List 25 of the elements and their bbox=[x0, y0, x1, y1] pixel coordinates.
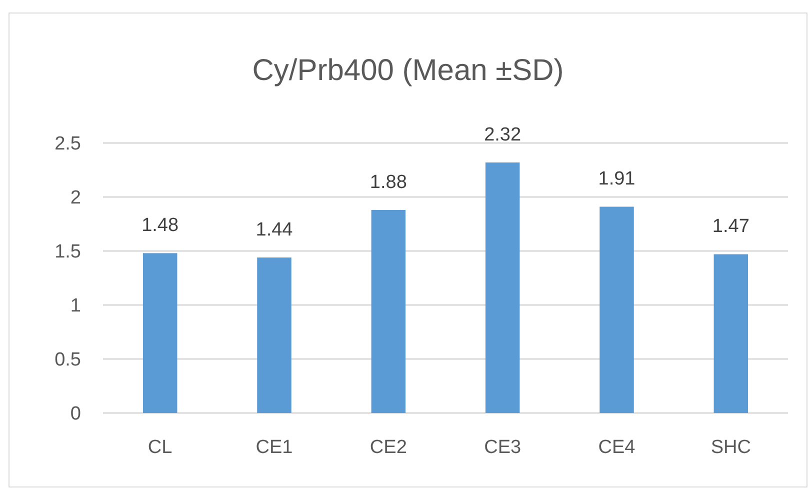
bar bbox=[371, 210, 406, 413]
data-label: 2.32 bbox=[484, 124, 522, 146]
bar bbox=[600, 206, 634, 413]
data-label: 1.48 bbox=[142, 215, 179, 236]
y-tick-label: 0 bbox=[70, 404, 81, 425]
y-tick-label: 1 bbox=[70, 296, 81, 317]
x-tick-label: CL bbox=[148, 437, 172, 458]
x-tick-label: CE3 bbox=[484, 437, 522, 458]
data-label: 1.91 bbox=[598, 168, 636, 190]
chart-title: Cy/Prb400 (Mean ±SD) bbox=[252, 54, 564, 87]
y-tick-label: 1.5 bbox=[54, 242, 81, 263]
bar bbox=[485, 162, 520, 413]
y-tick-label: 2 bbox=[70, 188, 81, 209]
x-tick-label: CE4 bbox=[598, 437, 636, 458]
data-label: 1.47 bbox=[712, 216, 750, 238]
bar bbox=[142, 253, 178, 413]
bar bbox=[257, 257, 292, 413]
x-tick-label: CE2 bbox=[370, 437, 407, 458]
x-tick-label: CE1 bbox=[256, 437, 293, 458]
data-label: 1.88 bbox=[370, 172, 407, 193]
data-label: 1.44 bbox=[256, 219, 294, 240]
y-tick-label: 2.5 bbox=[54, 134, 81, 155]
y-tick-label: 0.5 bbox=[54, 350, 81, 371]
bar bbox=[714, 254, 748, 413]
x-tick-label: SHC bbox=[710, 437, 751, 458]
